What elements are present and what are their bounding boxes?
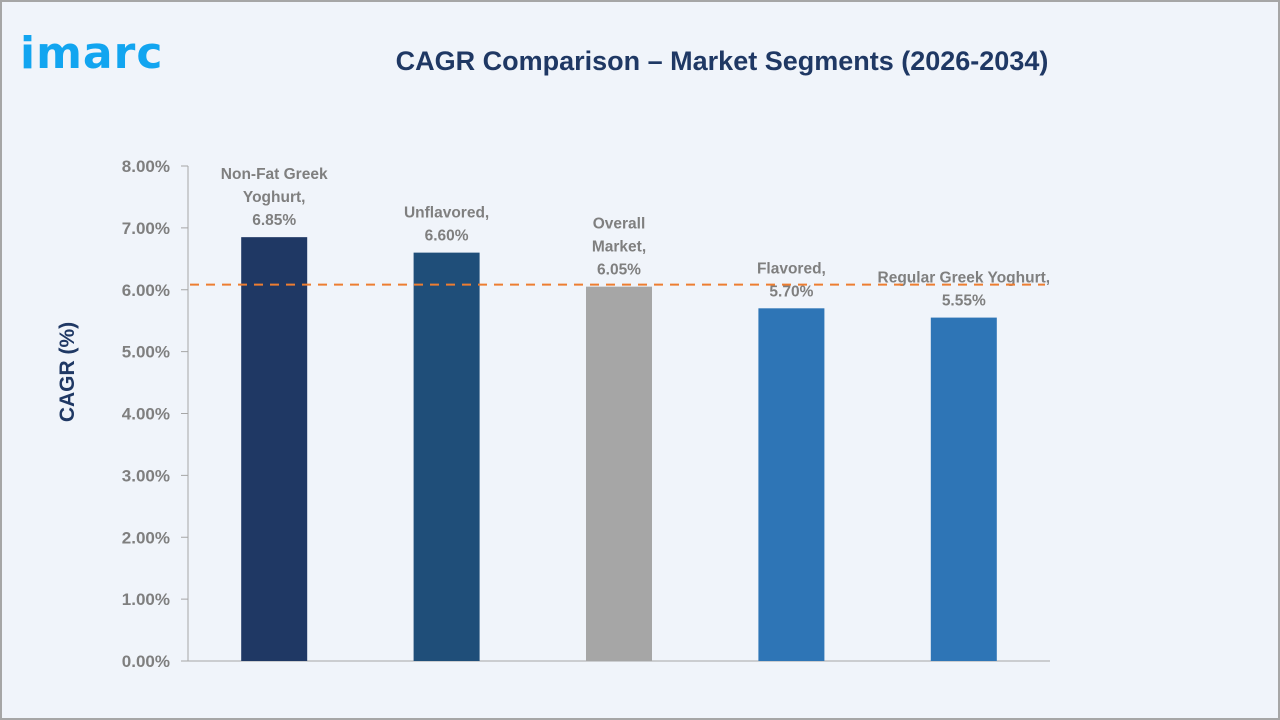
y-tick-label: 5.00%: [122, 343, 170, 362]
data-label: 6.85%: [252, 212, 296, 229]
bar-5: [930, 317, 997, 661]
data-label: Overall: [593, 216, 646, 233]
chart-title: CAGR Comparison – Market Segments (2026-…: [395, 46, 1049, 76]
y-tick-label: 0.00%: [122, 652, 170, 671]
imarc-logo: imarc: [20, 28, 164, 79]
data-label: Yoghurt,: [243, 189, 306, 206]
data-label: Regular Greek Yoghurt,: [878, 270, 1051, 287]
data-label: 5.55%: [942, 293, 986, 310]
y-tick-label: 8.00%: [122, 157, 170, 176]
y-tick-label: 1.00%: [122, 590, 170, 609]
bar-1: [241, 237, 308, 661]
data-label: 5.70%: [769, 283, 813, 300]
data-label: 6.60%: [425, 228, 469, 245]
y-tick-label: 3.00%: [122, 466, 170, 485]
data-label: Unflavored,: [404, 205, 489, 222]
y-tick-label: 2.00%: [122, 528, 170, 547]
data-label: Market,: [592, 239, 646, 256]
y-tick-label: 7.00%: [122, 219, 170, 238]
data-label: 6.05%: [597, 262, 641, 279]
data-label: Flavored,: [757, 260, 826, 277]
y-tick-label: 4.00%: [122, 405, 170, 424]
bar-3: [586, 286, 652, 661]
data-label: Non-Fat Greek: [221, 166, 328, 183]
bar-2: [413, 252, 480, 661]
bar-4: [758, 308, 825, 661]
y-tick-label: 6.00%: [122, 281, 170, 300]
